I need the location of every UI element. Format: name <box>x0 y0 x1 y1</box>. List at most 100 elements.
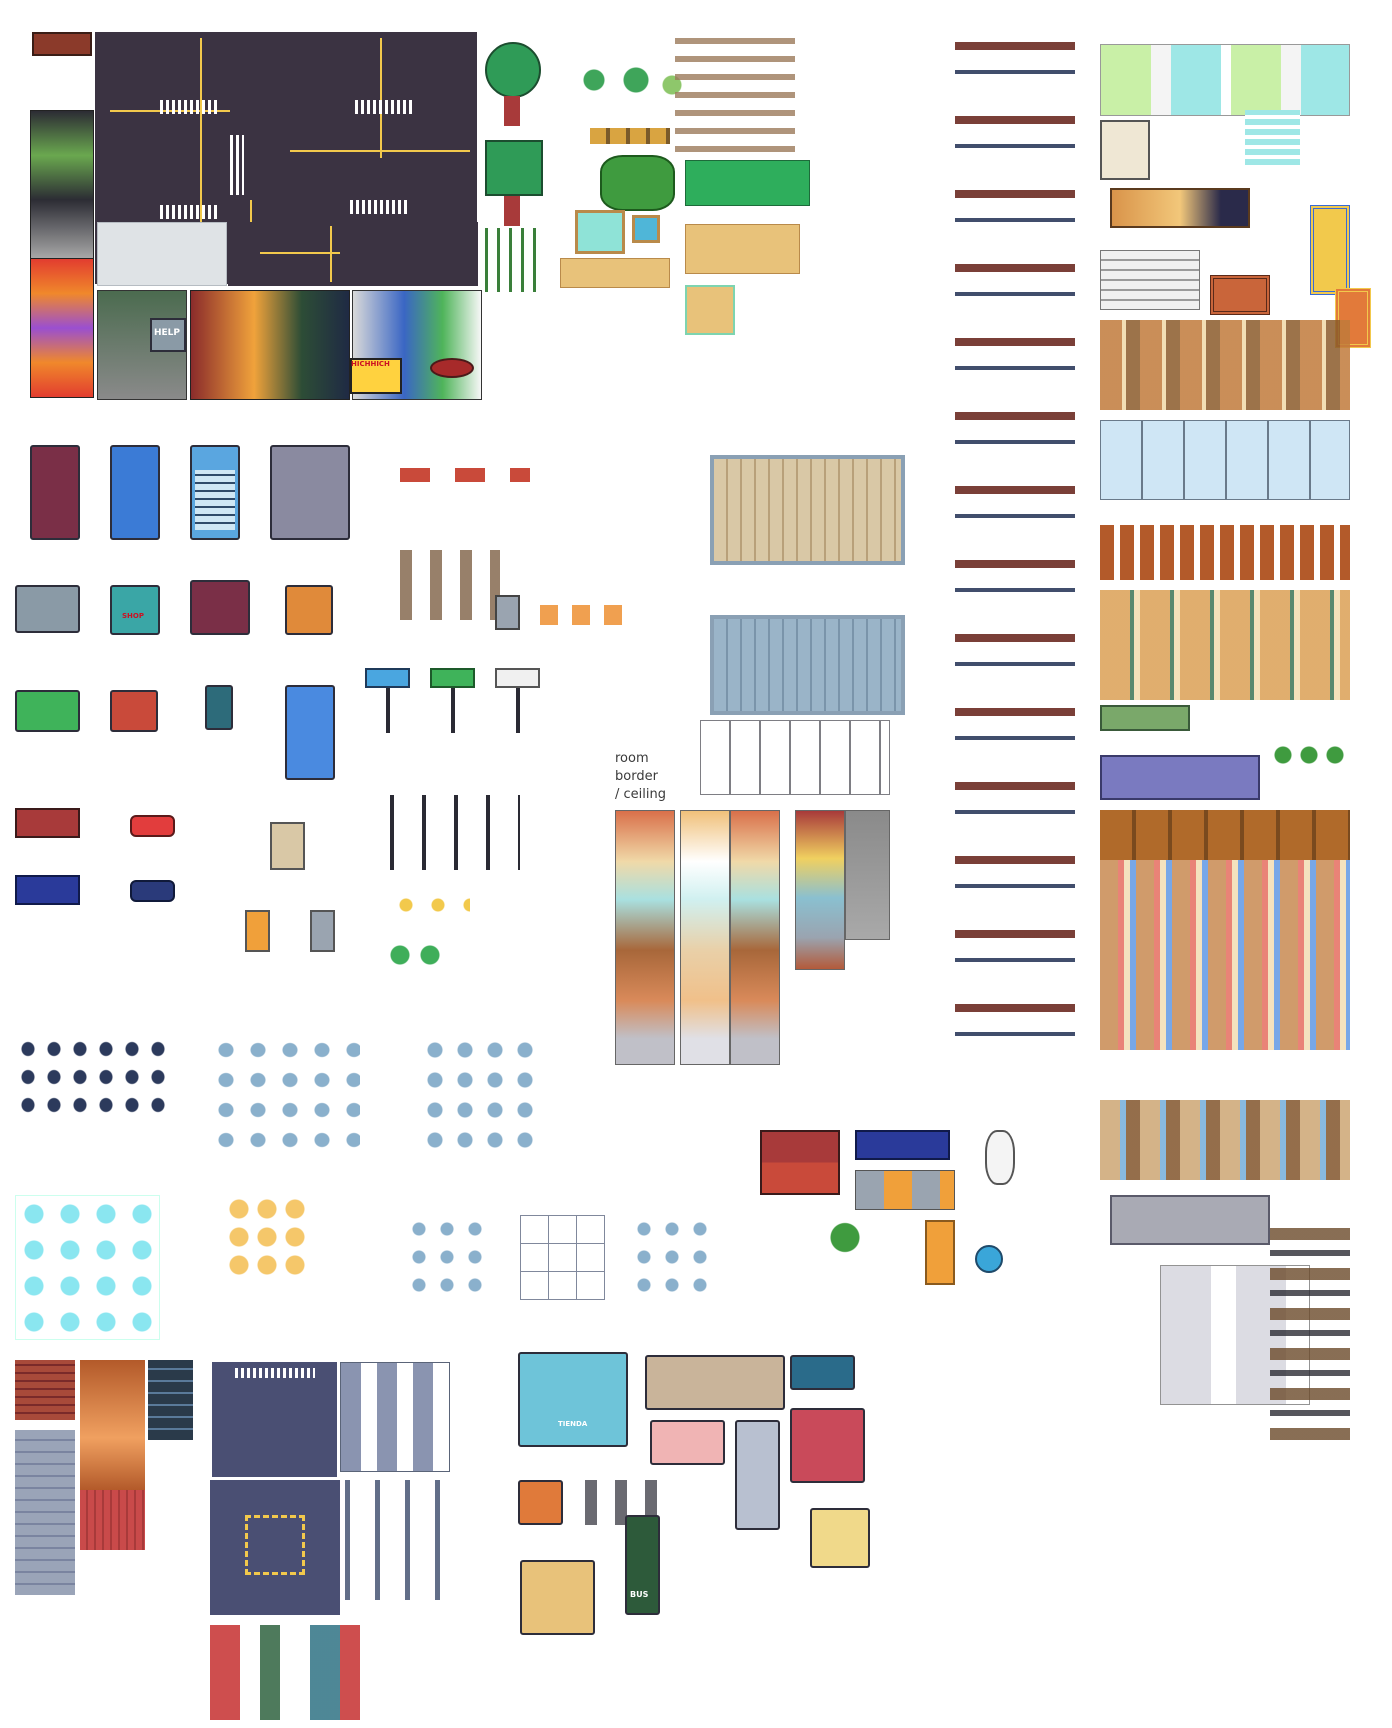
chairs-row <box>1100 525 1350 580</box>
street-lamps <box>390 795 520 870</box>
crosswalk <box>230 135 244 195</box>
bush-cluster <box>600 155 675 211</box>
house-triangle <box>520 1560 595 1635</box>
storefront-row <box>190 290 350 400</box>
floor-swatches-e <box>845 810 890 940</box>
red-floor <box>80 1490 145 1550</box>
wall-section-blue <box>710 615 905 715</box>
couches <box>1110 188 1250 228</box>
window-grid-a <box>405 1215 490 1300</box>
shop-red <box>110 690 158 732</box>
billboard-blue <box>365 668 410 688</box>
hichhich-billboard <box>350 358 402 394</box>
road-junction-tile <box>228 222 478 286</box>
city-bus <box>855 1130 950 1160</box>
tower-gray <box>735 1420 780 1530</box>
convenience-store <box>15 690 80 732</box>
brick-wall <box>15 1360 75 1420</box>
shop-orange <box>285 585 333 635</box>
phone-booth-gray <box>310 910 335 952</box>
road-line <box>260 252 340 254</box>
kitchen-row <box>1100 1100 1350 1180</box>
rug-red <box>1210 275 1270 315</box>
phone-booth-orange <box>245 910 270 952</box>
helipad <box>210 1480 340 1615</box>
lamps-flowers <box>1100 860 1350 1050</box>
rug-yellow <box>1310 205 1350 295</box>
shop-front-tiles <box>30 258 94 398</box>
machines <box>855 1170 955 1210</box>
water-pond-small <box>632 215 660 243</box>
crosswalk <box>160 205 220 219</box>
room-border-tiles <box>700 720 890 795</box>
desks <box>1100 590 1350 700</box>
wall-section-wood <box>710 455 905 565</box>
tower-blue <box>285 685 335 780</box>
billboard-pole <box>386 688 390 733</box>
street-props <box>400 550 500 620</box>
building-blue <box>110 445 160 540</box>
bus-label: BUS <box>630 1590 649 1599</box>
benches <box>400 468 530 482</box>
hichhich-label: HICHHICH <box>351 360 390 368</box>
bench-orange <box>925 1220 955 1285</box>
crosswalk <box>350 200 410 214</box>
road-line <box>330 226 332 282</box>
bench-sprite <box>32 32 92 56</box>
vines <box>485 228 543 292</box>
ui-tiles-glass-b <box>420 1035 540 1150</box>
house-pink <box>650 1420 725 1465</box>
wardrobes <box>1100 810 1350 860</box>
palm-tree <box>825 1215 865 1260</box>
sofas-gray <box>1110 1195 1270 1245</box>
shop-teal <box>110 585 160 635</box>
helipad-marking <box>245 1515 305 1575</box>
snowman <box>985 1130 1015 1185</box>
small-plants <box>570 60 690 110</box>
mats <box>1100 705 1190 731</box>
stairs <box>1245 110 1300 165</box>
sidewalk-tile <box>97 222 227 286</box>
boxes <box>590 128 670 144</box>
shop-gray <box>15 585 80 633</box>
sand-circle <box>685 285 735 335</box>
vending-machine <box>495 595 520 630</box>
building-octagon <box>270 445 350 540</box>
crosswalk <box>235 1368 315 1378</box>
train-station <box>518 1352 628 1447</box>
shop-maroon <box>190 580 250 635</box>
trucks-set <box>760 1130 840 1195</box>
building-maroon <box>30 445 80 540</box>
shop-label: SHOP <box>122 612 144 620</box>
billboard-green <box>430 668 475 688</box>
shelves <box>1100 250 1200 310</box>
traffic-sign-tiles <box>352 290 482 400</box>
truck <box>15 808 80 838</box>
floor-swatches-c <box>730 810 780 1065</box>
dirt-tiles <box>560 258 670 288</box>
road-line <box>200 38 202 278</box>
window-grid-c <box>630 1215 715 1300</box>
gray-facade <box>15 1430 75 1595</box>
tree-round <box>485 42 541 98</box>
bed-beige <box>1100 120 1150 180</box>
cinema <box>790 1355 855 1390</box>
billboard-pole <box>451 688 455 733</box>
building-windows <box>195 470 235 530</box>
tree-layered <box>485 140 543 196</box>
car-red <box>130 815 175 837</box>
planter-red <box>430 358 474 378</box>
station-building <box>645 1355 785 1410</box>
help-label: HELP <box>154 328 181 338</box>
tree-trunk <box>504 196 520 226</box>
window-grid-b <box>520 1215 605 1300</box>
small-furniture <box>1270 1220 1350 1440</box>
sofas-purple <box>1100 755 1260 800</box>
water-pond <box>575 210 625 254</box>
potted-plants <box>1270 740 1350 770</box>
kiosk <box>270 822 305 870</box>
shop-yellow <box>810 1508 870 1568</box>
beds-row <box>1100 44 1350 116</box>
parked-cars <box>210 1625 360 1720</box>
